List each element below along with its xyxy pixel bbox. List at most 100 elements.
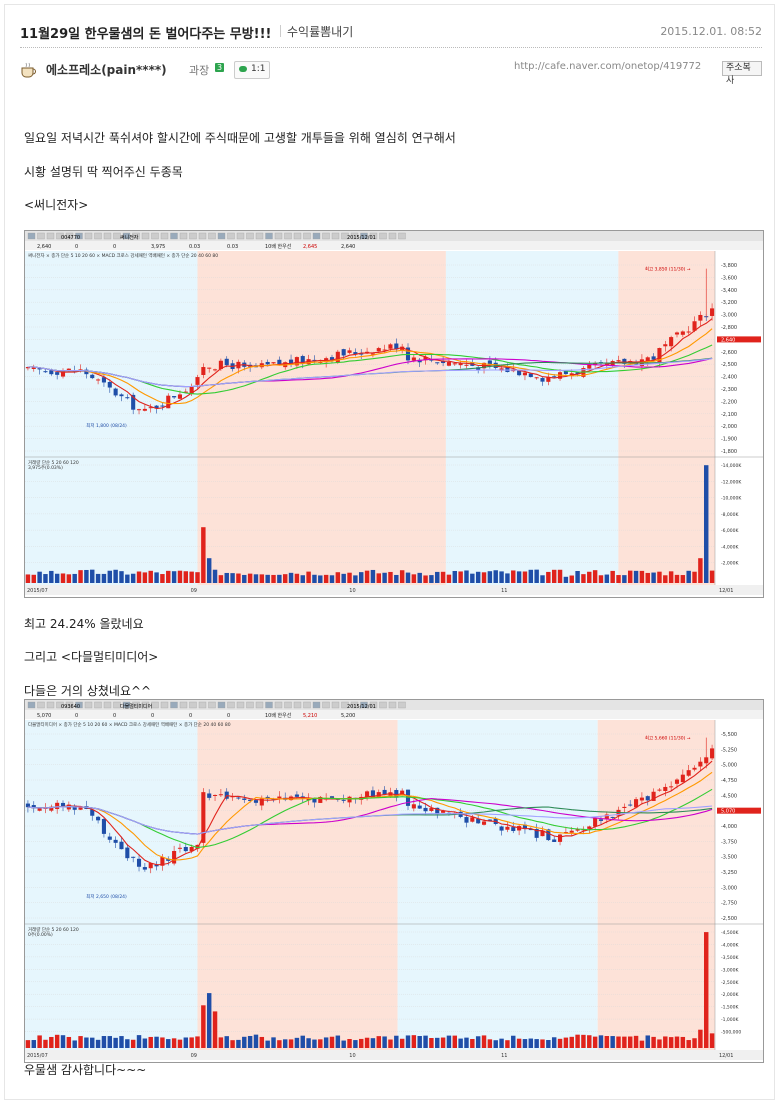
candle-body [195, 844, 200, 849]
x-axis-bar [25, 1050, 763, 1060]
candle-body [487, 819, 492, 821]
candle-body [417, 359, 422, 363]
stock-code: 004770 [61, 235, 80, 241]
price-row-value: 0 [151, 713, 154, 719]
price-tick-label: -4,000 [721, 824, 737, 830]
toolbar-icon [56, 701, 64, 709]
toolbar-icon [360, 701, 368, 709]
volume-bar [300, 1035, 305, 1048]
price-tick-label: -2,600 [721, 350, 737, 356]
volume-bar [399, 570, 405, 583]
header-divider [20, 47, 762, 48]
toolbar-icon [75, 701, 83, 709]
x-axis-label: 12/01 [719, 588, 733, 594]
toolbar-icon [398, 701, 406, 709]
chart-background-band [25, 251, 198, 585]
candle-body [604, 814, 609, 820]
moving-average-line [27, 358, 713, 388]
current-price-label: 5,070 [721, 809, 735, 815]
candle-body [101, 818, 106, 834]
volume-bar [60, 1035, 66, 1048]
candle-body [201, 367, 206, 375]
cafe-post: 11월29일 한우물샘의 돈 벌어다주는 무방!!! 수익률뽐내기 2015.1… [4, 4, 775, 1100]
toolbar-icon [303, 701, 311, 709]
candle-body [236, 797, 241, 799]
toolbar-icon [369, 701, 378, 709]
candle-body [207, 793, 212, 798]
toolbar-icon [379, 232, 387, 240]
volume-bar [125, 1039, 130, 1048]
volume-bar [663, 1036, 668, 1048]
candle-body [622, 806, 627, 809]
volume-bar [312, 1039, 317, 1048]
volume-bar [663, 575, 668, 583]
candle-body [645, 796, 650, 801]
toolbar-icon [27, 701, 36, 709]
toolbar-icon [217, 701, 226, 709]
candle-body [218, 360, 223, 370]
body-paragraph-3: <써니전자> [24, 198, 89, 212]
chart-svg: 093640 다믈멀티미디어 2015/12/01 5,070 0 0 0 0 0 10배 한우선… [25, 700, 763, 1060]
volume-bar [534, 569, 539, 583]
low-price-label: 최저 1,800 (08/24) [86, 422, 127, 429]
volume-bar [212, 1011, 218, 1048]
toolbar-icon [46, 701, 55, 709]
toolbar-icon [227, 701, 235, 709]
volume-bar [481, 1035, 487, 1048]
price-row-value: 0 [75, 713, 78, 719]
candle-body [400, 346, 405, 351]
price-tick-label: -3,400 [721, 288, 737, 294]
candle-body [657, 348, 662, 363]
volume-bar [709, 570, 715, 583]
volume-bar [25, 574, 31, 583]
candle-body [277, 796, 282, 799]
candle-body [177, 847, 183, 849]
copy-url-button[interactable]: 주소복사 [722, 61, 762, 86]
candle-body [329, 796, 335, 799]
candle-body [628, 804, 633, 806]
volume-bar [440, 571, 446, 583]
candle-body [710, 748, 715, 759]
post-category-link[interactable]: 수익률뽐내기 [287, 25, 354, 39]
price-tick-label: -2,000 [721, 424, 737, 430]
price-row-value: 0.03 [227, 244, 238, 250]
candle-body [25, 803, 30, 808]
toolbar-icon [341, 701, 349, 709]
toolbar-icon [189, 232, 197, 240]
volume-bar [388, 1039, 393, 1048]
candle-body [131, 856, 136, 858]
volume-bar [72, 1040, 77, 1048]
toolbar-icon [388, 232, 397, 240]
chart-background-band [397, 720, 598, 1050]
volume-bar [546, 1039, 551, 1048]
volume-bar [125, 574, 130, 583]
volume-bar [668, 1037, 674, 1048]
candle-body [189, 846, 194, 852]
volume-bar [224, 572, 229, 583]
candle-body [312, 359, 317, 361]
candle-body [154, 864, 159, 867]
candle-body [464, 817, 469, 823]
volume-bar [698, 558, 703, 583]
candle-body [90, 809, 95, 816]
candle-body [60, 371, 66, 377]
chat-1to1-button[interactable]: 1:1 [234, 61, 270, 79]
volume-bar [516, 1038, 522, 1048]
candle-body [452, 363, 457, 365]
candle-body [569, 830, 574, 833]
toolbar-icon [274, 232, 283, 240]
candle-body [31, 805, 36, 809]
toolbar-icon [103, 701, 112, 709]
coffee-cup-icon [21, 62, 36, 78]
candle-body [563, 832, 568, 834]
price-row-value: 5,070 [37, 713, 51, 719]
candle-body [119, 394, 124, 397]
candle-body [172, 850, 177, 864]
toolbar-icon [236, 232, 245, 240]
volume-bar [206, 993, 212, 1048]
volume-bar [417, 1036, 422, 1048]
post-url[interactable]: http://cafe.naver.com/onetop/419772 [514, 61, 702, 72]
volume-bar [113, 569, 118, 583]
candle-body [25, 367, 30, 369]
author-nickname[interactable]: 에소프레소(pain****) [46, 63, 167, 77]
